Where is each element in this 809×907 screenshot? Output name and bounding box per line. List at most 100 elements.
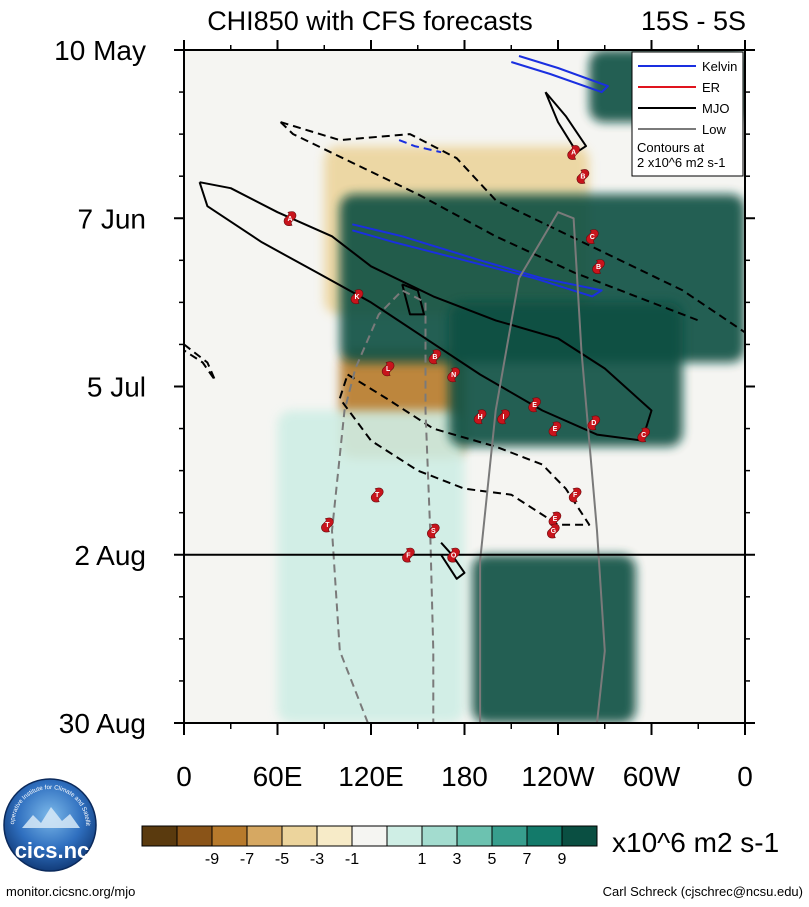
x-tick-label: 0: [176, 761, 192, 792]
storm-marker: L: [381, 361, 395, 377]
storm-label: E: [553, 516, 558, 523]
kelvin-contour-negative: [398, 139, 442, 154]
storm-marker: T: [321, 517, 334, 533]
storm-marker: O: [447, 547, 460, 563]
colorbar-swatch: [526, 825, 563, 847]
storm-label: A: [571, 150, 576, 157]
y-axis: 10 May 7 Jun 5 Jul 2 Aug 30 Aug: [54, 35, 755, 739]
storm-marker: A: [567, 145, 580, 160]
mjo-contour-negative: [184, 343, 217, 382]
storm-marker: T: [370, 487, 384, 503]
colorbar-swatch: [211, 825, 248, 847]
hurricane-icon: [473, 409, 487, 425]
colorbar: -9 -7 -5 -3 -1 1 3 5 7 9: [141, 825, 598, 868]
storm-marker: N: [447, 367, 460, 383]
storm-label: F: [573, 492, 578, 499]
storm-marker: E: [548, 421, 562, 437]
legend-label: Kelvin: [702, 59, 737, 74]
legend-label: Low: [702, 122, 726, 137]
hurricane-icon: [567, 145, 580, 160]
colorbar-swatch: [176, 825, 213, 847]
storm-marker: E: [528, 397, 541, 413]
low-contour-negative: [331, 289, 435, 723]
storm-label: B: [580, 174, 585, 181]
legend-box: [631, 51, 744, 177]
storm-marker: C: [586, 229, 599, 244]
mjo-contour-negative: [279, 121, 699, 322]
hurricane-icon: [402, 547, 415, 563]
storm-label: T: [325, 522, 330, 529]
kelvin-contour-positive: [511, 55, 609, 94]
colorbar-tick-label: 9: [558, 851, 567, 868]
mjo-contour-positive: [544, 91, 587, 154]
storm-label: C: [590, 234, 595, 241]
storm-label: I: [503, 414, 505, 421]
hurricane-icon: [587, 415, 601, 431]
hurricane-icon: [586, 229, 599, 244]
hurricane-icon: [321, 517, 334, 533]
x-tick-label: 60W: [623, 761, 681, 792]
y-tick-label: 2 Aug: [74, 540, 146, 571]
colorbar-tick-label: -3: [310, 851, 324, 868]
colorbar-swatch: [456, 825, 493, 847]
mjo-contour-negative: [338, 373, 591, 526]
storm-marker: C: [637, 427, 650, 443]
hurricane-icon: [427, 523, 440, 539]
hurricane-icon: [381, 361, 395, 377]
anomaly-region-positive: [472, 554, 636, 723]
kelvin-contour-positive: [352, 223, 603, 298]
storm-marker: F: [568, 487, 582, 503]
mjo-contour-positive: [198, 181, 653, 442]
storm-label: B: [432, 354, 437, 361]
x-tick-label: 60E: [253, 761, 303, 792]
mjo-contour-negative: [280, 121, 745, 334]
logo-label: cics.nc: [15, 838, 90, 863]
colorbar-tick-label: -1: [345, 851, 359, 868]
y-tick-label: 5 Jul: [87, 372, 146, 403]
colorbar-tick-label: -5: [275, 851, 289, 868]
anomaly-region-negative: [277, 410, 465, 723]
hurricane-icon: [447, 547, 460, 563]
storm-marker: G: [547, 523, 560, 539]
storm-marker: B: [576, 169, 590, 184]
x-axis: 0 60E 120E 180 120W 60W 0: [176, 40, 753, 792]
mjo-contour-positive: [401, 283, 425, 316]
storm-marker: B: [428, 349, 442, 365]
x-tick-label: 120E: [338, 761, 403, 792]
storm-marker: S: [427, 523, 440, 539]
y-tick-label: 30 Aug: [59, 708, 146, 739]
logo-ring-text: Cooperative Institute for Climate and Sa…: [0, 0, 91, 826]
mjo-contour-positive: [440, 542, 466, 580]
filtered-contours: [184, 55, 745, 723]
x-tick-label: 120W: [521, 761, 595, 792]
legend: Kelvin ER MJO Low Contours at2 x10^6 m2 s-1: [631, 51, 744, 177]
storm-label: D: [591, 420, 596, 427]
storm-label: C: [641, 432, 646, 439]
storm-label: S: [431, 528, 436, 535]
colorbar-unit: x10^6 m2 s-1: [612, 827, 779, 858]
storm-label: B: [596, 264, 601, 271]
storm-marker: A: [283, 211, 297, 226]
legend-note: Contours at: [637, 140, 705, 155]
colorbar-tick-label: 3: [453, 851, 462, 868]
hurricane-icon: [370, 487, 384, 503]
hurricane-icon: [637, 427, 650, 443]
storm-label: N: [451, 372, 456, 379]
colorbar-swatch: [561, 825, 598, 847]
hurricane-icon: [350, 289, 364, 305]
colorbar-tick-label: 5: [488, 851, 497, 868]
low-contour-positive: [479, 211, 606, 723]
footer-url: monitor.cicsnc.org/mjo: [6, 884, 135, 899]
hurricane-icon: [568, 487, 582, 503]
colorbar-swatch: [316, 825, 353, 847]
legend-label: ER: [702, 80, 720, 95]
storm-label: T: [375, 492, 380, 499]
storm-label: L: [386, 366, 391, 373]
hurricane-icon: [447, 367, 460, 383]
x-tick-label: 180: [441, 761, 488, 792]
hurricane-icon: [592, 259, 605, 274]
cics-logo: Cooperative Institute for Climate and Sa…: [0, 0, 97, 872]
storm-marker: K: [350, 289, 364, 305]
legend-note: 2 x10^6 m2 s-1: [637, 155, 725, 170]
storm-label: O: [451, 552, 457, 559]
